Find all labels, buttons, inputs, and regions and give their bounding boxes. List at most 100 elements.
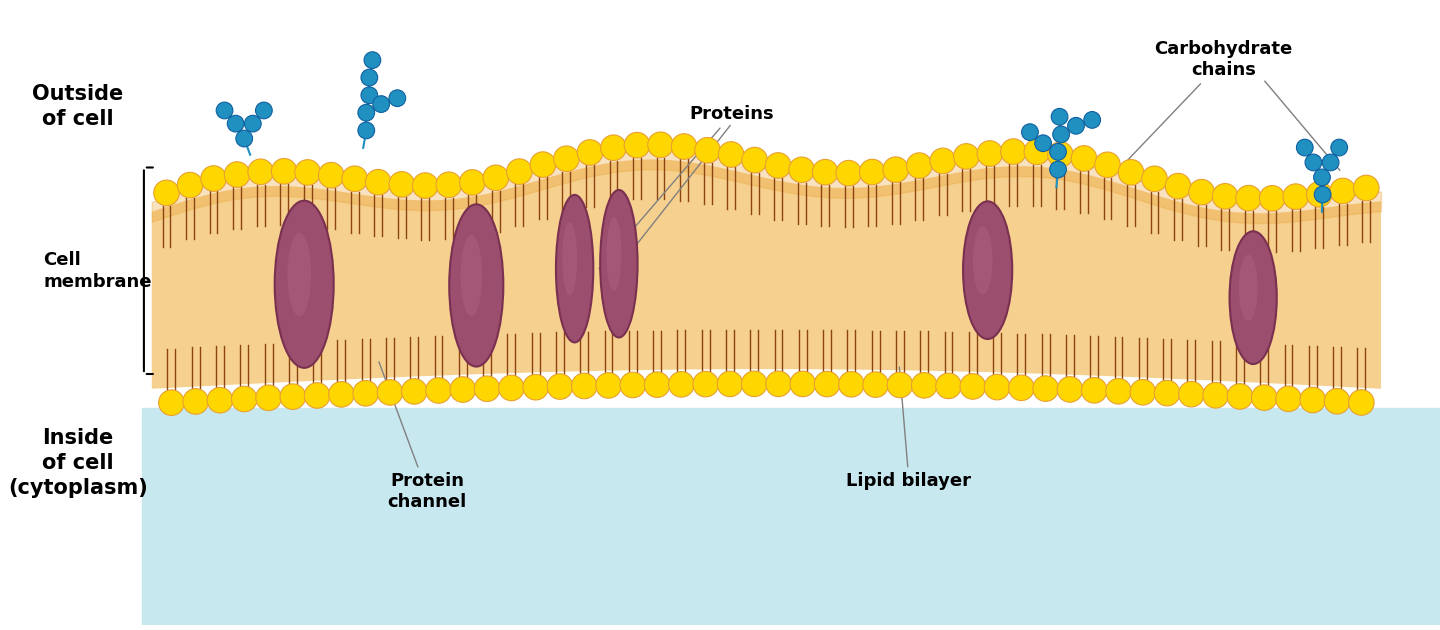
Circle shape — [693, 371, 719, 397]
Circle shape — [1322, 154, 1339, 171]
Text: Outside
of cell: Outside of cell — [32, 84, 124, 129]
Circle shape — [1283, 184, 1309, 209]
Circle shape — [402, 379, 428, 404]
Circle shape — [200, 166, 226, 192]
Circle shape — [978, 140, 1002, 166]
Circle shape — [245, 115, 261, 132]
Circle shape — [1178, 381, 1204, 407]
Circle shape — [1130, 379, 1155, 405]
Circle shape — [248, 159, 274, 185]
Circle shape — [1021, 124, 1038, 140]
Circle shape — [1305, 154, 1322, 171]
Circle shape — [596, 372, 621, 398]
Circle shape — [361, 87, 377, 103]
Text: Proteins: Proteins — [599, 105, 775, 268]
Circle shape — [366, 169, 392, 195]
Circle shape — [158, 390, 184, 415]
Circle shape — [791, 371, 815, 397]
Text: Carbohydrate
chains: Carbohydrate chains — [1128, 40, 1293, 161]
Ellipse shape — [556, 195, 593, 342]
Circle shape — [742, 147, 768, 173]
Circle shape — [1084, 112, 1100, 129]
Circle shape — [1165, 173, 1191, 199]
Circle shape — [459, 169, 485, 195]
Circle shape — [1260, 185, 1284, 211]
Circle shape — [177, 172, 203, 198]
Circle shape — [304, 382, 330, 408]
Circle shape — [694, 137, 720, 163]
Circle shape — [960, 374, 985, 399]
Circle shape — [523, 374, 549, 400]
Circle shape — [426, 377, 451, 403]
Ellipse shape — [606, 217, 622, 291]
Circle shape — [328, 382, 354, 407]
Circle shape — [912, 372, 937, 398]
Text: Lipid bilayer: Lipid bilayer — [847, 367, 972, 490]
Circle shape — [1008, 375, 1034, 401]
Ellipse shape — [461, 235, 482, 316]
Circle shape — [436, 172, 462, 198]
Circle shape — [547, 374, 573, 399]
Circle shape — [863, 372, 888, 398]
Text: Inside
of cell
(cytoplasm): Inside of cell (cytoplasm) — [9, 428, 148, 498]
Circle shape — [1313, 169, 1331, 186]
Circle shape — [183, 389, 209, 415]
Circle shape — [216, 102, 233, 119]
Circle shape — [907, 153, 932, 178]
Circle shape — [668, 372, 694, 397]
Circle shape — [228, 115, 243, 132]
Ellipse shape — [1230, 231, 1277, 364]
Circle shape — [838, 372, 864, 397]
Circle shape — [271, 159, 297, 184]
Circle shape — [377, 380, 403, 405]
Circle shape — [1227, 384, 1253, 410]
Circle shape — [717, 371, 743, 397]
Circle shape — [1050, 161, 1067, 178]
Circle shape — [498, 375, 524, 401]
Circle shape — [1276, 386, 1302, 411]
Ellipse shape — [973, 226, 992, 295]
Circle shape — [1067, 117, 1084, 134]
Circle shape — [1048, 142, 1073, 168]
Circle shape — [318, 163, 344, 188]
Circle shape — [1348, 390, 1374, 415]
Circle shape — [553, 146, 579, 171]
Circle shape — [814, 371, 840, 397]
Ellipse shape — [449, 204, 504, 367]
Ellipse shape — [963, 202, 1012, 339]
Circle shape — [1119, 159, 1143, 185]
Circle shape — [373, 96, 390, 112]
Circle shape — [1296, 139, 1313, 156]
Circle shape — [1051, 108, 1068, 125]
Circle shape — [765, 152, 791, 178]
Circle shape — [671, 134, 697, 159]
Ellipse shape — [1238, 255, 1257, 321]
Circle shape — [474, 376, 500, 401]
Circle shape — [1315, 186, 1331, 203]
Circle shape — [577, 140, 603, 165]
Circle shape — [930, 148, 956, 174]
Circle shape — [1142, 166, 1168, 192]
Text: Protein
channel: Protein channel — [379, 362, 467, 511]
Circle shape — [883, 157, 909, 183]
Circle shape — [1050, 144, 1067, 160]
Circle shape — [837, 161, 861, 186]
Circle shape — [1354, 175, 1380, 201]
Circle shape — [1331, 139, 1348, 156]
Circle shape — [1306, 181, 1332, 207]
Circle shape — [225, 162, 251, 187]
Circle shape — [295, 159, 321, 185]
Circle shape — [236, 130, 252, 147]
Circle shape — [1081, 377, 1107, 403]
Circle shape — [1035, 135, 1051, 152]
Circle shape — [256, 385, 281, 411]
Text: Cell
membrane: Cell membrane — [43, 251, 153, 291]
Circle shape — [389, 90, 406, 106]
Ellipse shape — [562, 222, 577, 295]
Circle shape — [1300, 387, 1326, 413]
Circle shape — [154, 180, 180, 205]
Circle shape — [1094, 152, 1120, 178]
Circle shape — [719, 142, 744, 167]
Circle shape — [860, 159, 886, 185]
Circle shape — [1001, 139, 1027, 164]
